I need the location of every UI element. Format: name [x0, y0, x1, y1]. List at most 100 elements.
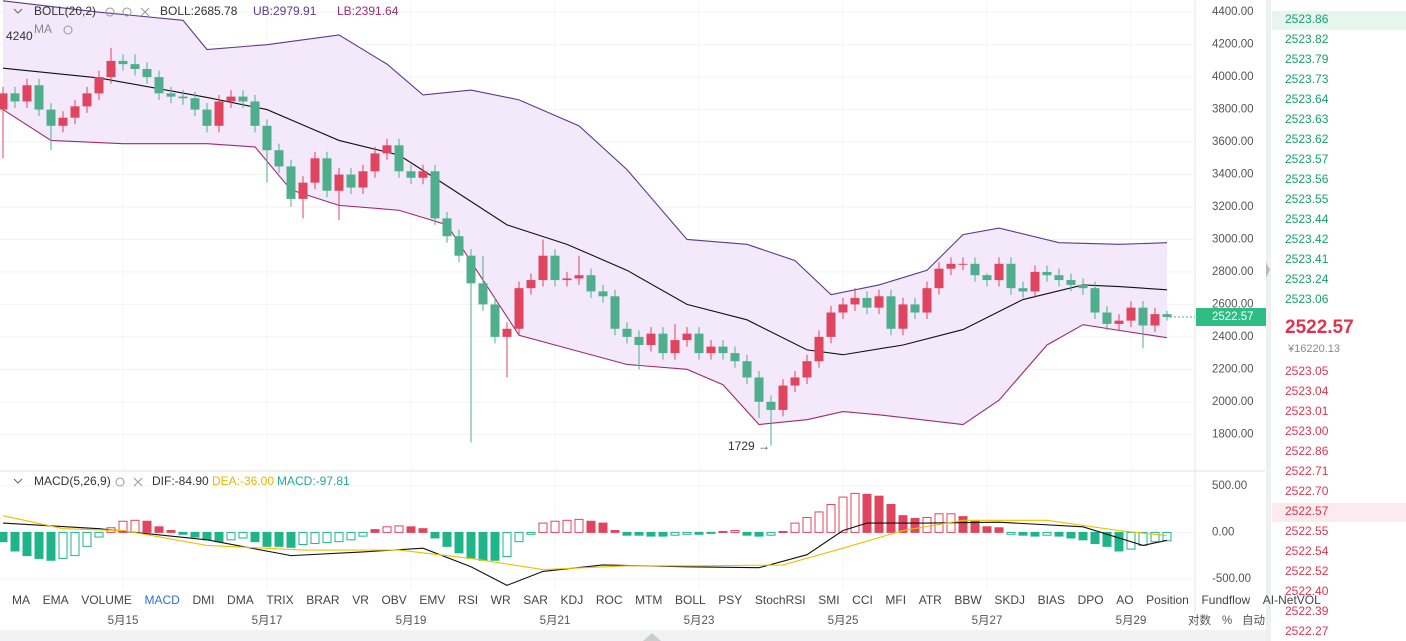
indicator-tab[interactable]: MFI [885, 593, 906, 607]
indicator-tab[interactable]: WR [491, 593, 511, 607]
ask-price: 2523.41 [1285, 252, 1329, 266]
indicator-tab[interactable]: SAR [523, 593, 548, 607]
last-price-cny: ¥16220.13 [1287, 343, 1340, 355]
macd-bar [538, 522, 548, 533]
candle-body [1090, 288, 1100, 313]
collapse-handle[interactable] [1266, 262, 1270, 278]
legend-item: MACD:-97.81 [277, 474, 350, 488]
indicator-tab[interactable]: RSI [458, 593, 478, 607]
indicator-tab[interactable]: StochRSI [755, 593, 806, 607]
macd-bar [358, 531, 368, 537]
indicator-tab[interactable]: VR [352, 593, 369, 607]
candle-body [106, 60, 116, 78]
hidden-icon[interactable] [63, 25, 73, 35]
bottom-bar [0, 630, 1266, 641]
indicator-tab[interactable]: CCI [852, 593, 873, 607]
candle-body [46, 109, 56, 126]
y-tick-label: 4200.00 [1212, 39, 1254, 51]
bid-price: 2523.05 [1285, 364, 1329, 378]
indicator-tab[interactable]: EMV [419, 593, 445, 607]
settings-icon[interactable] [115, 477, 125, 487]
indicator-tab[interactable]: PSY [718, 593, 742, 607]
candle-body [478, 283, 488, 305]
macd-bar [994, 527, 1004, 533]
resize-handle[interactable] [643, 633, 661, 641]
macd-bar [634, 531, 644, 536]
candle-body [778, 385, 788, 410]
y-tick-label: 2200.00 [1212, 363, 1254, 375]
macd-bar [622, 531, 632, 536]
axis-option[interactable]: % [1222, 615, 1232, 627]
indicator-tab[interactable]: MTM [635, 593, 662, 607]
indicator-tab[interactable]: MACD [145, 593, 181, 607]
axis-option[interactable]: 自动 [1242, 614, 1265, 627]
candle-body [298, 182, 308, 199]
indicator-tab[interactable]: AO [1116, 593, 1133, 607]
candle-body [754, 377, 764, 402]
candle-body [418, 171, 428, 178]
candle-body [1018, 288, 1028, 292]
close-icon[interactable] [140, 7, 150, 17]
candle-body [274, 150, 284, 167]
indicator-tab[interactable]: DMI [192, 593, 214, 607]
indicator-tab[interactable]: SKDJ [994, 593, 1025, 607]
macd-bar [262, 531, 272, 547]
collapse-icon [13, 478, 23, 484]
ask-price: 2523.79 [1285, 52, 1329, 66]
candle-body [634, 336, 644, 345]
candle-body [826, 312, 836, 337]
indicator-tab[interactable]: ROC [596, 593, 623, 607]
indicator-tab[interactable]: MA [12, 593, 30, 607]
candle-body [970, 263, 980, 276]
indicator-tab[interactable]: AI-NetVOL [1263, 593, 1321, 607]
candle-body [574, 275, 584, 279]
indicator-tab[interactable]: SMI [818, 593, 839, 607]
macd-bar [694, 531, 704, 535]
legend-item: BOLL(20,2) [34, 4, 96, 18]
axis-option[interactable]: 对数 [1188, 613, 1211, 627]
indicator-tab[interactable]: ATR [919, 593, 942, 607]
indicator-tab[interactable]: BRAR [306, 593, 340, 607]
candle-body [490, 304, 500, 337]
indicator-tab[interactable]: Fundflow [1201, 593, 1250, 607]
settings-icon[interactable] [122, 7, 132, 17]
candle-body [814, 336, 824, 362]
band-line [2, 0, 1168, 296]
macd-bar [646, 531, 656, 537]
indicator-tab[interactable]: KDJ [561, 593, 584, 607]
candle-body [706, 346, 716, 354]
macd-bar [898, 515, 908, 533]
y-tick-label: 3800.00 [1212, 104, 1254, 116]
x-tick-label: 5月17 [252, 615, 283, 627]
macd-bar [970, 520, 980, 533]
ask-price: 2523.63 [1285, 112, 1329, 126]
indicator-tab[interactable]: DPO [1078, 593, 1104, 607]
x-tick-label: 5月15 [108, 615, 139, 627]
candle-body [562, 278, 572, 281]
macd-bar [214, 531, 224, 543]
candle-body [370, 153, 380, 172]
indicator-tab[interactable]: Position [1146, 593, 1189, 607]
candle-body [22, 85, 32, 102]
eye-icon[interactable] [105, 7, 115, 17]
macd-bar [1138, 531, 1148, 546]
macd-bar [154, 526, 164, 533]
indicator-tab[interactable]: BOLL [675, 593, 706, 607]
indicator-tab[interactable]: BBW [954, 593, 982, 607]
close-icon[interactable] [133, 477, 143, 487]
indicator-tab[interactable]: DMA [227, 593, 254, 607]
macd-bar [46, 531, 56, 561]
candle-body [1030, 271, 1040, 292]
indicator-tab[interactable]: VOLUME [81, 593, 132, 607]
candle-body [718, 346, 728, 354]
indicator-tab[interactable]: TRIX [266, 593, 293, 607]
indicator-tab[interactable]: BIAS [1038, 593, 1065, 607]
x-tick-label: 5月23 [684, 615, 715, 627]
indicator-tab[interactable]: EMA [43, 593, 69, 607]
macd-bar [706, 531, 716, 534]
macd-bar [850, 492, 860, 533]
macd-bar [1162, 531, 1172, 542]
macd-bar [22, 531, 32, 557]
indicator-tab[interactable]: OBV [381, 593, 406, 607]
